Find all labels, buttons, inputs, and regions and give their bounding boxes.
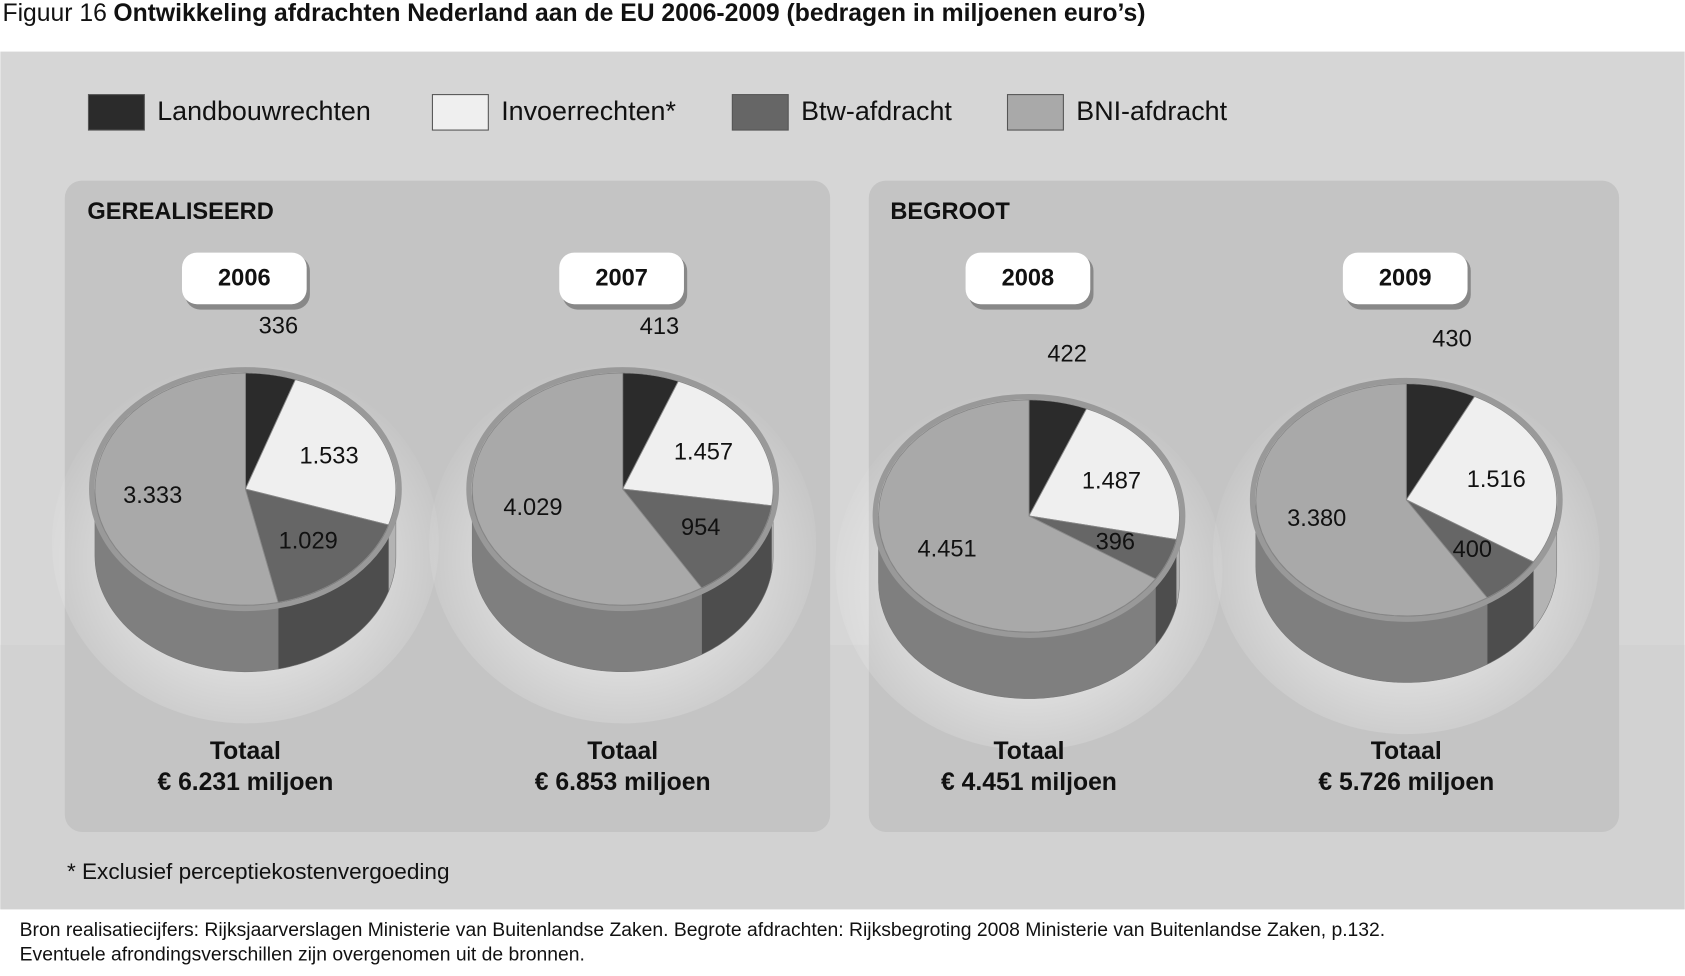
total: € 5.726 miljoen bbox=[1318, 769, 1494, 796]
value-label: 413 bbox=[640, 314, 679, 340]
value-label: 396 bbox=[1096, 529, 1135, 555]
slice bbox=[1405, 383, 1476, 502]
total: € 6.853 miljoen bbox=[535, 769, 711, 796]
source-line: Eventuele afrondingsverschillen zijn ove… bbox=[20, 944, 585, 966]
pie-rim bbox=[466, 367, 780, 612]
value-label: 3.333 bbox=[123, 483, 182, 509]
total-heading: Totaal bbox=[1371, 738, 1442, 765]
legend-swatch bbox=[431, 94, 489, 131]
legend-label: Invoerrechten* bbox=[501, 96, 676, 126]
figure-title: Figuur 16 Ontwikkeling afdrachten Nederla… bbox=[2, 0, 1145, 27]
value-label: 1.029 bbox=[279, 529, 338, 555]
year-label: 2009 bbox=[1379, 266, 1432, 292]
value-label: 954 bbox=[681, 515, 720, 541]
group-title: BEGROOT bbox=[890, 199, 1010, 225]
slice bbox=[244, 379, 397, 526]
value-label: 4.451 bbox=[918, 537, 977, 563]
source-line: Bron realisatiecijfers: Rijksjaarverslag… bbox=[20, 919, 1386, 941]
slice bbox=[1255, 383, 1488, 617]
slice bbox=[94, 372, 279, 606]
total: € 6.231 miljoen bbox=[157, 769, 333, 796]
legend-swatch bbox=[731, 94, 789, 131]
footnote: * Exclusief perceptiekostenvergoeding bbox=[67, 859, 450, 884]
slice bbox=[1028, 408, 1180, 541]
year-pill bbox=[965, 252, 1091, 305]
value-label: 3.380 bbox=[1287, 506, 1346, 532]
year-pill bbox=[181, 252, 307, 305]
year-label: 2006 bbox=[218, 266, 271, 292]
legend-label: Landbouwrechten bbox=[157, 96, 371, 126]
total-heading: Totaal bbox=[210, 738, 281, 765]
value-label: 1.487 bbox=[1082, 469, 1141, 495]
group-title: GEREALISEERD bbox=[87, 199, 273, 225]
year-label: 2008 bbox=[1002, 266, 1055, 292]
year-pill bbox=[559, 252, 684, 305]
slice bbox=[1028, 515, 1177, 580]
slice bbox=[621, 488, 773, 589]
legend-label: Btw-afdracht bbox=[801, 96, 952, 126]
pie-rim bbox=[1249, 377, 1563, 622]
slice bbox=[244, 488, 390, 603]
year-pill bbox=[1342, 252, 1468, 305]
total-heading: Totaal bbox=[994, 738, 1065, 765]
legend-swatch bbox=[1006, 94, 1064, 131]
legend-label: BNI-afdracht bbox=[1076, 96, 1227, 126]
value-label: 1.516 bbox=[1467, 467, 1526, 493]
slice bbox=[622, 372, 679, 490]
slice bbox=[878, 399, 1157, 633]
value-label: 422 bbox=[1047, 341, 1086, 367]
pie-rim bbox=[872, 393, 1186, 638]
figure-number: Figuur 16 bbox=[2, 0, 106, 27]
year-label: 2007 bbox=[595, 266, 648, 292]
pie-rim bbox=[89, 367, 402, 612]
slice bbox=[1405, 499, 1535, 599]
total: € 4.451 miljoen bbox=[941, 769, 1117, 796]
value-label: 430 bbox=[1432, 326, 1471, 352]
slice bbox=[1405, 395, 1558, 563]
title: Ontwikkeling afdrachten Nederland aan de… bbox=[113, 0, 1145, 27]
slice bbox=[1028, 399, 1088, 517]
value-label: 336 bbox=[259, 314, 298, 340]
slice bbox=[471, 372, 703, 606]
slice bbox=[622, 380, 774, 507]
value-label: 400 bbox=[1453, 537, 1492, 563]
value-label: 1.533 bbox=[299, 443, 358, 469]
legend-swatch bbox=[87, 94, 145, 131]
value-label: 1.457 bbox=[674, 439, 733, 465]
value-label: 4.029 bbox=[503, 495, 562, 521]
slice bbox=[244, 372, 297, 490]
total-heading: Totaal bbox=[587, 738, 658, 765]
